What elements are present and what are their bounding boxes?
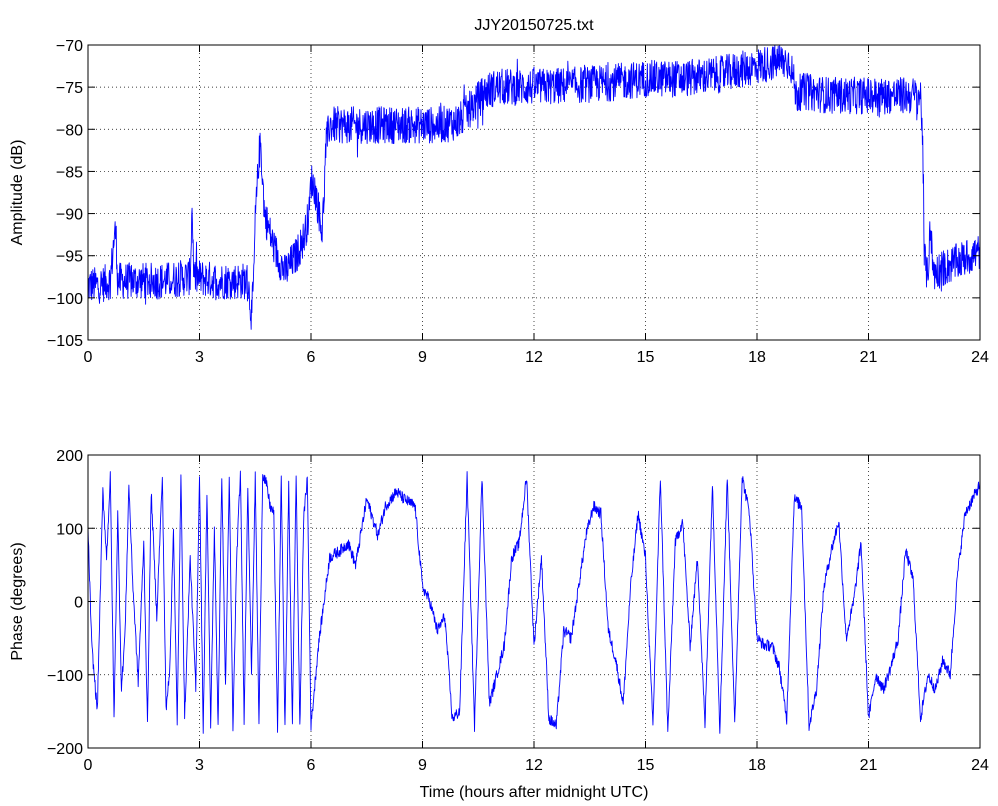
y-tick-label: −70 <box>56 38 83 55</box>
x-tick-label: 12 <box>525 349 543 366</box>
x-tick-label: 3 <box>195 757 204 774</box>
phase-panel: 0 3 6 9 12 15 18 21 24 −200 −100 0 100 200 Time (hour… <box>9 448 989 801</box>
x-tick-label: 3 <box>195 349 204 366</box>
x-axis-label: Time (hours after midnight UTC) <box>420 784 649 801</box>
x-tick-label: 9 <box>418 757 427 774</box>
amplitude-series-line <box>87 44 981 330</box>
x-tick-label: 0 <box>84 349 93 366</box>
y-tick-label: −100 <box>47 668 83 685</box>
x-tick-label: 15 <box>637 757 655 774</box>
phase-series-group <box>87 470 981 734</box>
y-tick-label: −80 <box>56 122 83 139</box>
y-tick-label: −200 <box>47 741 83 758</box>
y-tick-label: 200 <box>56 448 83 465</box>
amplitude-grid <box>88 45 980 340</box>
chart-title: JJY20150725.txt <box>474 17 594 34</box>
x-tick-label: 24 <box>971 349 989 366</box>
x-tick-label: 6 <box>307 757 316 774</box>
y-tick-label: 0 <box>74 595 83 612</box>
x-tick-label: 18 <box>748 757 766 774</box>
x-tick-label: 21 <box>860 757 878 774</box>
y-tick-label: −85 <box>56 164 83 181</box>
phase-grid <box>88 455 980 748</box>
y-tick-label: 100 <box>56 521 83 538</box>
x-tick-label: 6 <box>307 349 316 366</box>
x-tick-label: 0 <box>84 757 93 774</box>
x-tick-label: 9 <box>418 349 427 366</box>
phase-ticks <box>87 454 981 749</box>
y-tick-label: −75 <box>56 80 83 97</box>
amplitude-ticks <box>87 44 981 341</box>
y-tick-label: −105 <box>47 333 83 350</box>
x-tick-label: 18 <box>748 349 766 366</box>
amplitude-y-axis-label: Amplitude (dB) <box>9 140 26 246</box>
y-tick-label: −95 <box>56 249 83 266</box>
x-tick-label: 24 <box>971 757 989 774</box>
x-tick-label: 12 <box>525 757 543 774</box>
amplitude-panel: 0 3 6 9 12 15 18 21 24 −105 −100 −95 −90 −85 −80 −75 −70… <box>9 17 989 366</box>
y-tick-label: −100 <box>47 291 83 308</box>
amplitude-tick-labels: 0 3 6 9 12 15 18 21 24 −105 −100 −95 −90 −85 −80 −75 −70 <box>47 38 989 366</box>
x-tick-label: 21 <box>860 349 878 366</box>
phase-series-line <box>87 470 981 734</box>
y-tick-label: −90 <box>56 207 83 224</box>
x-tick-label: 15 <box>637 349 655 366</box>
phase-tick-labels: 0 3 6 9 12 15 18 21 24 −200 −100 0 100 200 <box>47 448 989 774</box>
phase-y-axis-label: Phase (degrees) <box>9 542 26 660</box>
amplitude-series-group <box>87 44 981 330</box>
